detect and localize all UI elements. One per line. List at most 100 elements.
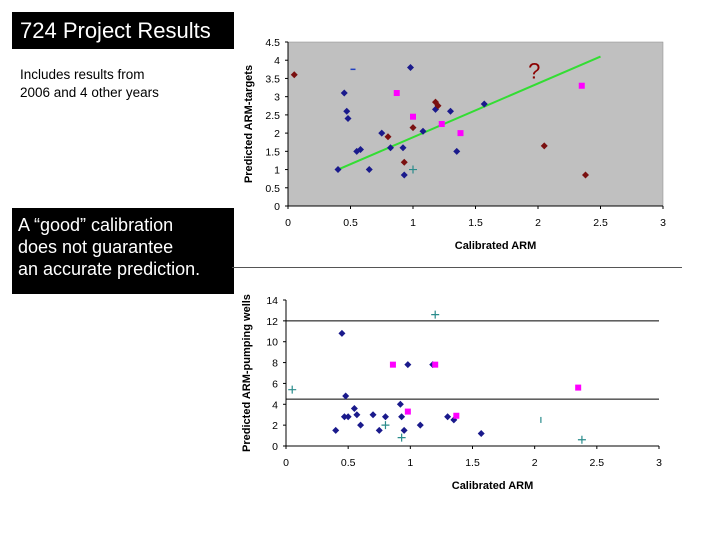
question-annotation: ? <box>528 58 540 83</box>
data-point-diamond <box>344 413 352 421</box>
plot-area <box>286 300 659 446</box>
data-point-diamond <box>409 124 417 132</box>
data-point-diamond <box>378 129 386 137</box>
data-point-diamond <box>342 392 350 400</box>
y-tick-label: 4 <box>274 55 280 67</box>
data-point-diamond <box>357 146 364 154</box>
x-tick-label: 1 <box>410 217 416 229</box>
plot-area <box>287 41 664 207</box>
data-point-diamond <box>540 142 548 150</box>
y-tick-label: 8 <box>272 358 278 370</box>
y-tick-label: 10 <box>266 337 278 349</box>
y-tick-label: 2 <box>274 128 280 140</box>
x-tick-label: 2 <box>532 457 538 469</box>
data-point-diamond <box>416 421 424 429</box>
data-point-square <box>393 90 400 97</box>
data-point-diamond <box>332 426 340 434</box>
x-tick-label: 0.5 <box>343 217 358 229</box>
x-axis-label: Calibrated ARM <box>452 480 534 492</box>
callout-box: A “good” calibration does not guarantee … <box>12 208 234 294</box>
data-point-diamond <box>396 400 404 408</box>
data-point-diamond <box>400 171 408 179</box>
data-point-diamond <box>399 144 407 152</box>
data-point-diamond <box>407 64 414 72</box>
data-point-diamond <box>419 127 427 135</box>
data-point-square <box>389 361 396 368</box>
slide-subtitle: Includes results from 2006 and 4 other y… <box>20 66 220 102</box>
data-point-diamond <box>290 71 298 79</box>
data-point-diamond <box>387 144 394 152</box>
x-tick-label: 2.5 <box>590 457 605 469</box>
data-point-diamond <box>582 171 589 179</box>
data-point-square <box>578 82 585 89</box>
trendline <box>337 55 601 171</box>
x-tick-label: 1 <box>407 457 413 469</box>
data-point-diamond <box>444 413 452 421</box>
data-point-diamond <box>344 115 352 123</box>
y-tick-label: 3 <box>274 92 280 104</box>
y-tick-label: 1.5 <box>265 146 280 158</box>
x-tick-label: 0 <box>283 457 289 469</box>
data-point-diamond <box>404 361 412 369</box>
data-point-square <box>438 121 445 127</box>
y-tick-label: 0 <box>274 201 280 213</box>
callout-line-2: does not guarantee <box>18 237 174 257</box>
data-point-plus <box>431 310 440 319</box>
y-tick-label: 2 <box>272 420 278 432</box>
data-point-diamond <box>400 158 408 166</box>
data-point-diamond <box>340 89 348 97</box>
y-axis-label: Predicted ARM-pumping wells <box>241 294 253 452</box>
data-point-diamond <box>338 329 346 337</box>
data-point-diamond <box>369 411 377 419</box>
data-point-diamond <box>480 100 488 108</box>
data-point-plus <box>577 435 586 444</box>
data-point-diamond <box>447 107 454 115</box>
y-axis-label: Predicted ARM-targets <box>243 65 255 183</box>
data-point-diamond <box>350 404 358 412</box>
data-point-diamond <box>365 166 373 174</box>
data-point-diamond <box>398 413 406 421</box>
chart-pumping-wells: 0 2 4 6 8 10 12 14 0 0.5 1 1.5 2 2.5 3 Calibrated ARM Pr… <box>241 294 662 492</box>
data-point-diamond <box>357 421 365 429</box>
x-tick-label: 1.5 <box>468 217 483 229</box>
data-point-diamond <box>400 426 408 434</box>
data-point-square <box>453 412 460 419</box>
data-point-square <box>575 384 582 391</box>
data-point-square <box>457 130 464 137</box>
y-tick-label: 12 <box>266 316 278 328</box>
y-tick-label: 14 <box>266 295 278 307</box>
slide-title: 724 Project Results <box>12 12 234 49</box>
data-point-diamond <box>453 147 461 155</box>
data-point-square <box>432 361 439 368</box>
separator-line <box>232 267 682 268</box>
data-point-diamond <box>434 102 442 110</box>
data-point-plus <box>381 421 390 430</box>
y-tick-label: 0 <box>272 441 278 453</box>
callout-line-3: an accurate prediction. <box>18 259 201 279</box>
data-point-diamond <box>343 107 351 115</box>
y-tick-label: 4 <box>272 399 278 411</box>
x-tick-label: 3 <box>656 457 662 469</box>
x-tick-label: 3 <box>660 217 666 229</box>
data-point-diamond <box>384 133 392 141</box>
data-point-diamond <box>375 426 383 434</box>
callout-line-1: A “good” calibration <box>18 215 174 235</box>
data-point-diamond <box>340 413 348 421</box>
data-point-diamond <box>477 429 485 437</box>
x-tick-label: 0.5 <box>341 457 356 469</box>
y-tick-label: 1 <box>274 165 280 177</box>
y-tick-label: 4.5 <box>265 37 280 49</box>
x-tick-label: 0 <box>285 217 291 229</box>
x-tick-label: 2.5 <box>593 217 608 229</box>
data-point-plus <box>409 165 417 174</box>
y-tick-label: 6 <box>272 378 278 390</box>
x-tick-label: 1.5 <box>465 457 480 469</box>
x-axis-label: Calibrated ARM <box>455 240 537 252</box>
data-point-square <box>404 408 411 415</box>
subtitle-line-1: Includes results from <box>20 67 145 82</box>
data-point-diamond <box>353 411 361 419</box>
data-point-diamond <box>334 166 342 174</box>
chart-targets: 0 0.5 1 1.5 2 2.5 3 3.5 4 4.5 0 0.5 1 1.5 2 2.5 3 Calibra… <box>243 37 666 252</box>
data-point-diamond <box>381 413 389 421</box>
